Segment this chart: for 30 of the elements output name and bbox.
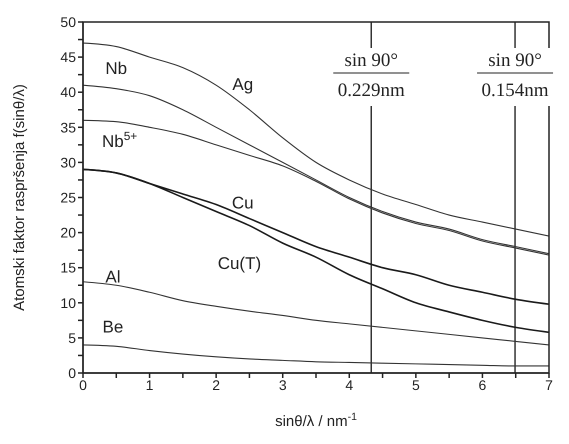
y-tick-label: 50 xyxy=(60,14,76,30)
y-tick-label: 10 xyxy=(60,294,76,311)
y-tick-label: 15 xyxy=(60,260,76,276)
series-label: Be xyxy=(102,317,124,336)
x-tick-label: 4 xyxy=(345,376,354,393)
y-tick-label: 35 xyxy=(60,119,76,136)
series-label: Nb$^{5+}$ xyxy=(102,128,138,151)
y-tick-label: 30 xyxy=(60,154,76,170)
x-tick-label: 6 xyxy=(478,376,487,393)
series-label: Ag xyxy=(232,75,254,94)
series-label: Nb xyxy=(105,58,128,78)
x-tick-label: 0 xyxy=(79,376,88,393)
y-axis-title: Atomski faktor raspršenja f(sinθ/λ) xyxy=(11,84,28,311)
x-tick-label: 7 xyxy=(545,376,554,393)
series-label: Cu(T) xyxy=(218,254,262,274)
ref-line-label: sin 90° 0.229nm xyxy=(338,50,405,101)
y-tick-label: 40 xyxy=(60,84,76,100)
y-tick-label: 45 xyxy=(60,49,76,66)
series-label: Al xyxy=(105,267,121,286)
y-tick-label: 25 xyxy=(60,189,76,206)
series-label: Cu xyxy=(232,194,254,213)
ref-line-label: sin 90° 0.154nm xyxy=(482,50,549,101)
y-tick-label: 20 xyxy=(60,224,76,241)
y-tick-label: 5 xyxy=(68,330,76,346)
x-tick-label: 3 xyxy=(278,376,287,393)
x-tick-label: 5 xyxy=(412,376,420,393)
x-tick-label: 1 xyxy=(146,376,154,393)
x-axis-title: sinθ/λ / nm$^{-1}$ xyxy=(275,411,358,430)
y-tick-label: 0 xyxy=(68,364,76,381)
x-tick-label: 2 xyxy=(212,376,220,393)
